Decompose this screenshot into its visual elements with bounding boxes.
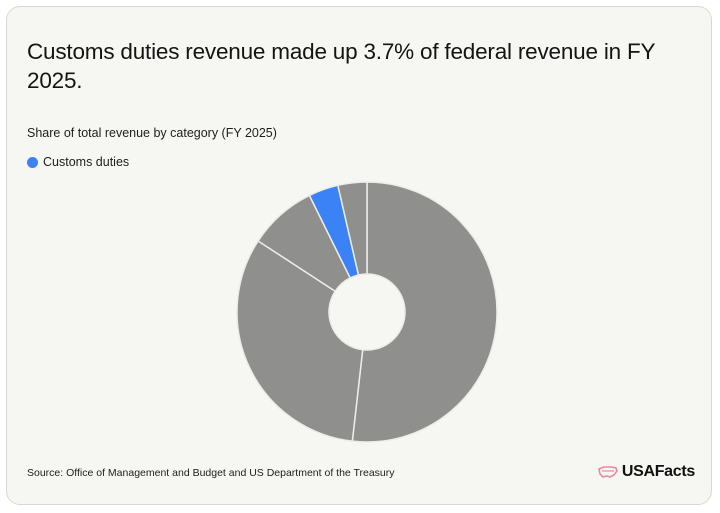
legend-swatch-customs-duties — [27, 156, 38, 168]
usafacts-logo: USAFacts — [597, 463, 695, 481]
donut-slice-2 — [236, 239, 364, 442]
legend-label-customs-duties: Customs duties — [43, 155, 130, 169]
donut-chart — [236, 181, 498, 443]
donut-slice-5 — [336, 181, 368, 276]
legend: Customs duties — [27, 155, 129, 169]
brand-name: USAFacts — [621, 463, 695, 480]
chart-card: Customs duties revenue made up 3.7% of f… — [6, 6, 712, 505]
chart-subtitle: Share of total revenue by category (FY 2… — [27, 126, 277, 140]
chart-title: Customs duties revenue made up 3.7% of f… — [27, 39, 655, 93]
donut-slice-1 — [351, 181, 498, 443]
source-note: Source: Office of Management and Budget … — [27, 467, 395, 479]
us-map-icon — [597, 466, 618, 478]
